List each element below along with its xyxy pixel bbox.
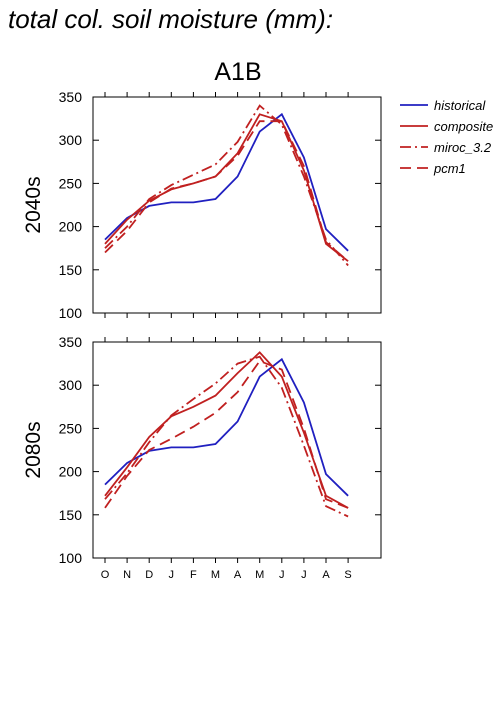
x-tick-label: D xyxy=(145,569,153,581)
y-tick-label: 100 xyxy=(59,550,83,566)
series-line-miroc-3-2 xyxy=(104,355,349,518)
legend-label: pcm1 xyxy=(433,161,466,176)
y-tick-label: 200 xyxy=(59,219,83,235)
y-tick-label: 100 xyxy=(59,305,83,321)
x-tick-label: A xyxy=(322,569,330,581)
x-tick-label: J xyxy=(301,569,307,581)
x-tick-label: M xyxy=(255,569,264,581)
y-tick-label: 250 xyxy=(59,175,83,191)
series-line-historical xyxy=(104,112,349,252)
series-line-pcm1 xyxy=(104,120,349,262)
y-tick-label: 350 xyxy=(59,334,83,350)
panel-ylabel: 2080s xyxy=(22,421,45,478)
plot-frame xyxy=(92,96,382,314)
y-tick-label: 150 xyxy=(59,262,83,278)
panel-ylabel: 2040s xyxy=(22,176,45,233)
x-tick-label: A xyxy=(234,569,242,581)
x-tick-label: F xyxy=(190,569,197,581)
legend-label: miroc_3.2 xyxy=(434,140,492,155)
y-tick-label: 300 xyxy=(59,132,83,148)
series-line-miroc-3-2 xyxy=(104,104,349,267)
series-lines xyxy=(104,104,349,267)
x-tick-label: N xyxy=(123,569,131,581)
series-lines xyxy=(104,351,349,518)
x-tick-label: M xyxy=(211,569,220,581)
series-line-composite xyxy=(104,351,349,509)
panel-2040s: 2040s 100 150 200 250 300 350 xyxy=(22,89,382,321)
x-tick-label: J xyxy=(279,569,285,581)
y-tick-label: 300 xyxy=(59,377,83,393)
series-line-historical xyxy=(104,357,349,497)
y-tick-label: 200 xyxy=(59,464,83,480)
x-tick-label: S xyxy=(344,569,351,581)
figure-title: total col. soil moisture (mm): xyxy=(8,4,333,34)
series-line-pcm1 xyxy=(104,359,349,509)
legend: historical composite miroc_3.2 pcm1 xyxy=(400,98,493,176)
y-ticks: 100 150 200 250 300 350 xyxy=(59,89,381,321)
scenario-label: A1B xyxy=(214,58,261,86)
y-tick-label: 250 xyxy=(59,420,83,436)
series-line-composite xyxy=(104,113,349,262)
x-tick-label: J xyxy=(169,569,175,581)
legend-label: historical xyxy=(434,98,486,113)
panel-2080s: 2080s 100 150 200 250 300 350 O N D J F M A M J J A S xyxy=(22,334,382,581)
y-tick-label: 150 xyxy=(59,507,83,523)
x-tick-label: O xyxy=(101,569,110,581)
legend-label: composite xyxy=(434,119,493,134)
y-tick-label: 350 xyxy=(59,89,83,105)
y-ticks: 100 150 200 250 300 350 xyxy=(59,334,381,566)
plot-frame xyxy=(92,341,382,559)
